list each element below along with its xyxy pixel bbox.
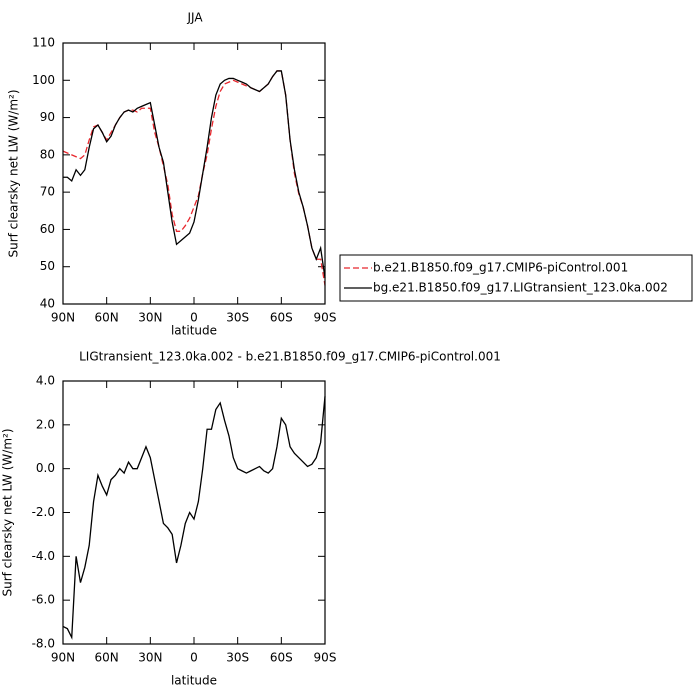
legend-label: b.e21.B1850.f09_g17.CMIP6-piControl.001: [373, 261, 628, 275]
plot-frame: [62, 380, 326, 645]
y-tick-label: -8.0: [32, 637, 55, 651]
x-tick-label: 30N: [138, 651, 162, 665]
x-tick-label: 60N: [95, 651, 119, 665]
data-line: [63, 70, 326, 278]
y-tick-label: 4.0: [36, 374, 55, 388]
data-line: [62, 396, 326, 640]
x-tick-label: 0: [190, 311, 198, 325]
y-tick-label: 60: [40, 222, 55, 236]
y-tick-label: 0.0: [36, 461, 55, 475]
chart-title: LIGtransient_123.0ka.002 - b.e21.B1850.f…: [79, 350, 501, 364]
x-tick-label: 30S: [226, 311, 249, 325]
y-tick-label: 80: [40, 147, 55, 161]
x-tick-label: 90N: [51, 311, 75, 325]
y-tick-label: -6.0: [32, 593, 55, 607]
y-tick-label: -4.0: [32, 549, 55, 563]
x-tick-label: 90S: [314, 311, 337, 325]
data-line: [62, 70, 326, 286]
x-tick-label: 60S: [270, 311, 293, 325]
y-tick-label: 100: [32, 73, 55, 87]
x-axis-label: latitude: [171, 324, 217, 338]
x-tick-label: 60N: [95, 311, 119, 325]
x-axis-label: latitude: [171, 674, 217, 688]
y-tick-label: 2.0: [36, 417, 55, 431]
y-tick-label: 110: [32, 36, 55, 50]
legend-box: [339, 254, 693, 302]
plot-frame: [62, 42, 326, 305]
y-tick-label: -2.0: [32, 505, 55, 519]
chart-title: JJA: [186, 11, 203, 25]
y-tick-label: 40: [40, 297, 55, 311]
y-tick-label: 50: [40, 259, 55, 273]
x-tick-label: 30S: [226, 651, 249, 665]
x-tick-label: 30N: [138, 311, 162, 325]
x-tick-label: 0: [190, 651, 198, 665]
y-tick-label: 70: [40, 185, 55, 199]
x-tick-label: 90N: [51, 651, 75, 665]
y-axis-label: Surf clearsky net LW (W/m²): [1, 428, 15, 596]
x-tick-label: 60S: [270, 651, 293, 665]
legend-label: bg.e21.B1850.f09_g17.LIGtransient_123.0k…: [373, 281, 668, 295]
y-tick-label: 90: [40, 110, 55, 124]
y-axis-label: Surf clearsky net LW (W/m²): [7, 89, 21, 257]
x-tick-label: 90S: [314, 651, 337, 665]
